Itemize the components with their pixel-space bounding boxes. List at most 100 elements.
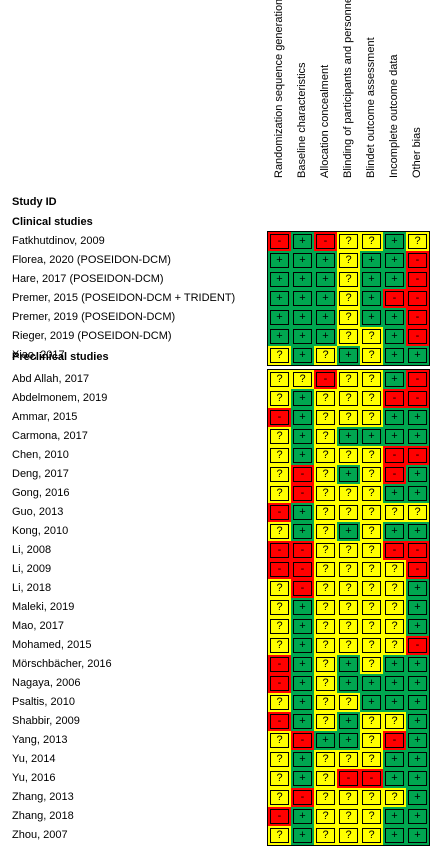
risk-cell: ?: [268, 446, 291, 465]
risk-cell: +: [406, 655, 429, 674]
risk-mark: +: [362, 676, 381, 691]
risk-mark: +: [385, 828, 404, 843]
risk-mark: +: [362, 695, 381, 710]
risk-mark: +: [385, 809, 404, 824]
risk-cell: ?: [360, 327, 383, 346]
risk-cell: +: [383, 308, 406, 327]
risk-cell: ?: [360, 598, 383, 617]
risk-mark: +: [408, 619, 427, 634]
risk-mark: +: [293, 505, 312, 520]
study-label: Li, 2018: [12, 582, 52, 594]
risk-mark: ?: [339, 372, 358, 387]
risk-cell: +: [268, 327, 291, 346]
risk-mark: +: [408, 695, 427, 710]
risk-cell: ?: [360, 826, 383, 845]
risk-cell: ?: [383, 788, 406, 807]
risk-cell: +: [383, 346, 406, 365]
study-label: Zhang, 2013: [12, 791, 74, 803]
risk-cell: +: [291, 251, 314, 270]
risk-mark: ?: [339, 828, 358, 843]
risk-cell: +: [406, 712, 429, 731]
risk-cell: +: [360, 270, 383, 289]
risk-mark: ?: [270, 695, 289, 710]
risk-mark: ?: [385, 581, 404, 596]
risk-cell: +: [291, 712, 314, 731]
risk-mark: ?: [339, 391, 358, 406]
risk-mark: ?: [362, 600, 381, 615]
risk-mark: -: [385, 467, 404, 482]
risk-mark: -: [270, 505, 289, 520]
risk-cell: ?: [268, 731, 291, 750]
study-label: Carmona, 2017: [12, 430, 88, 442]
risk-mark: ?: [339, 562, 358, 577]
risk-mark: +: [293, 429, 312, 444]
risk-cell: -: [291, 731, 314, 750]
risk-mark: ?: [362, 372, 381, 387]
risk-mark: ?: [385, 600, 404, 615]
risk-mark: ?: [316, 771, 335, 786]
risk-cell: ?: [360, 522, 383, 541]
study-label: Hare, 2017 (POSEIDON-DCM): [12, 273, 164, 285]
column-header-0: Randomization sequence generation: [267, 0, 290, 190]
risk-cell: +: [406, 674, 429, 693]
risk-cell: ?: [268, 522, 291, 541]
risk-cell: ?: [337, 370, 360, 389]
risk-mark: ?: [339, 695, 358, 710]
risk-cell: -: [383, 465, 406, 484]
risk-cell: +: [383, 750, 406, 769]
risk-cell: ?: [314, 712, 337, 731]
column-header-2: Allocation concealment: [313, 8, 336, 190]
risk-cell: ?: [314, 503, 337, 522]
risk-cell: ?: [360, 655, 383, 674]
risk-cell: ?: [314, 674, 337, 693]
risk-cell: -: [406, 327, 429, 346]
study-label: Li, 2008: [12, 544, 52, 556]
risk-mark: ?: [339, 272, 358, 287]
risk-mark: ?: [362, 524, 381, 539]
risk-mark: +: [270, 329, 289, 344]
risk-mark: +: [293, 524, 312, 539]
risk-mark: +: [316, 291, 335, 306]
study-label: Mörschbächer, 2016: [12, 658, 112, 670]
risk-cell: ?: [337, 484, 360, 503]
risk-cell: ?: [406, 232, 429, 251]
risk-mark: ?: [339, 253, 358, 268]
risk-cell: +: [291, 693, 314, 712]
risk-mark: ?: [362, 619, 381, 634]
risk-mark: ?: [385, 562, 404, 577]
risk-mark: +: [408, 771, 427, 786]
risk-mark: -: [385, 391, 404, 406]
risk-cell: ?: [268, 693, 291, 712]
risk-mark: -: [293, 562, 312, 577]
risk-mark: -: [408, 638, 427, 653]
risk-cell: ?: [383, 712, 406, 731]
risk-mark: +: [293, 310, 312, 325]
risk-mark: +: [408, 790, 427, 805]
risk-cell: +: [360, 427, 383, 446]
risk-cell: +: [268, 289, 291, 308]
risk-cell: ?: [383, 617, 406, 636]
risk-mark: -: [293, 790, 312, 805]
risk-cell: +: [291, 446, 314, 465]
risk-cell: ?: [268, 769, 291, 788]
study-label: Premer, 2019 (POSEIDON-DCM): [12, 311, 176, 323]
risk-cell: -: [406, 270, 429, 289]
column-header-4: Blindet outcome assessment: [359, 8, 382, 190]
risk-mark: +: [270, 272, 289, 287]
risk-cell: -: [383, 446, 406, 465]
study-label: Nagaya, 2006: [12, 677, 81, 689]
risk-mark: -: [408, 310, 427, 325]
risk-mark: +: [362, 310, 381, 325]
risk-cell: ?: [268, 465, 291, 484]
risk-mark: ?: [362, 809, 381, 824]
risk-mark: ?: [362, 638, 381, 653]
risk-cell: +: [406, 598, 429, 617]
risk-mark: -: [339, 771, 358, 786]
column-header-label: Baseline characteristics: [295, 62, 308, 178]
risk-cell: +: [383, 370, 406, 389]
risk-cell: +: [291, 270, 314, 289]
risk-cell: ?: [314, 636, 337, 655]
risk-mark: ?: [316, 429, 335, 444]
risk-cell: -: [406, 389, 429, 408]
risk-cell: ?: [360, 465, 383, 484]
